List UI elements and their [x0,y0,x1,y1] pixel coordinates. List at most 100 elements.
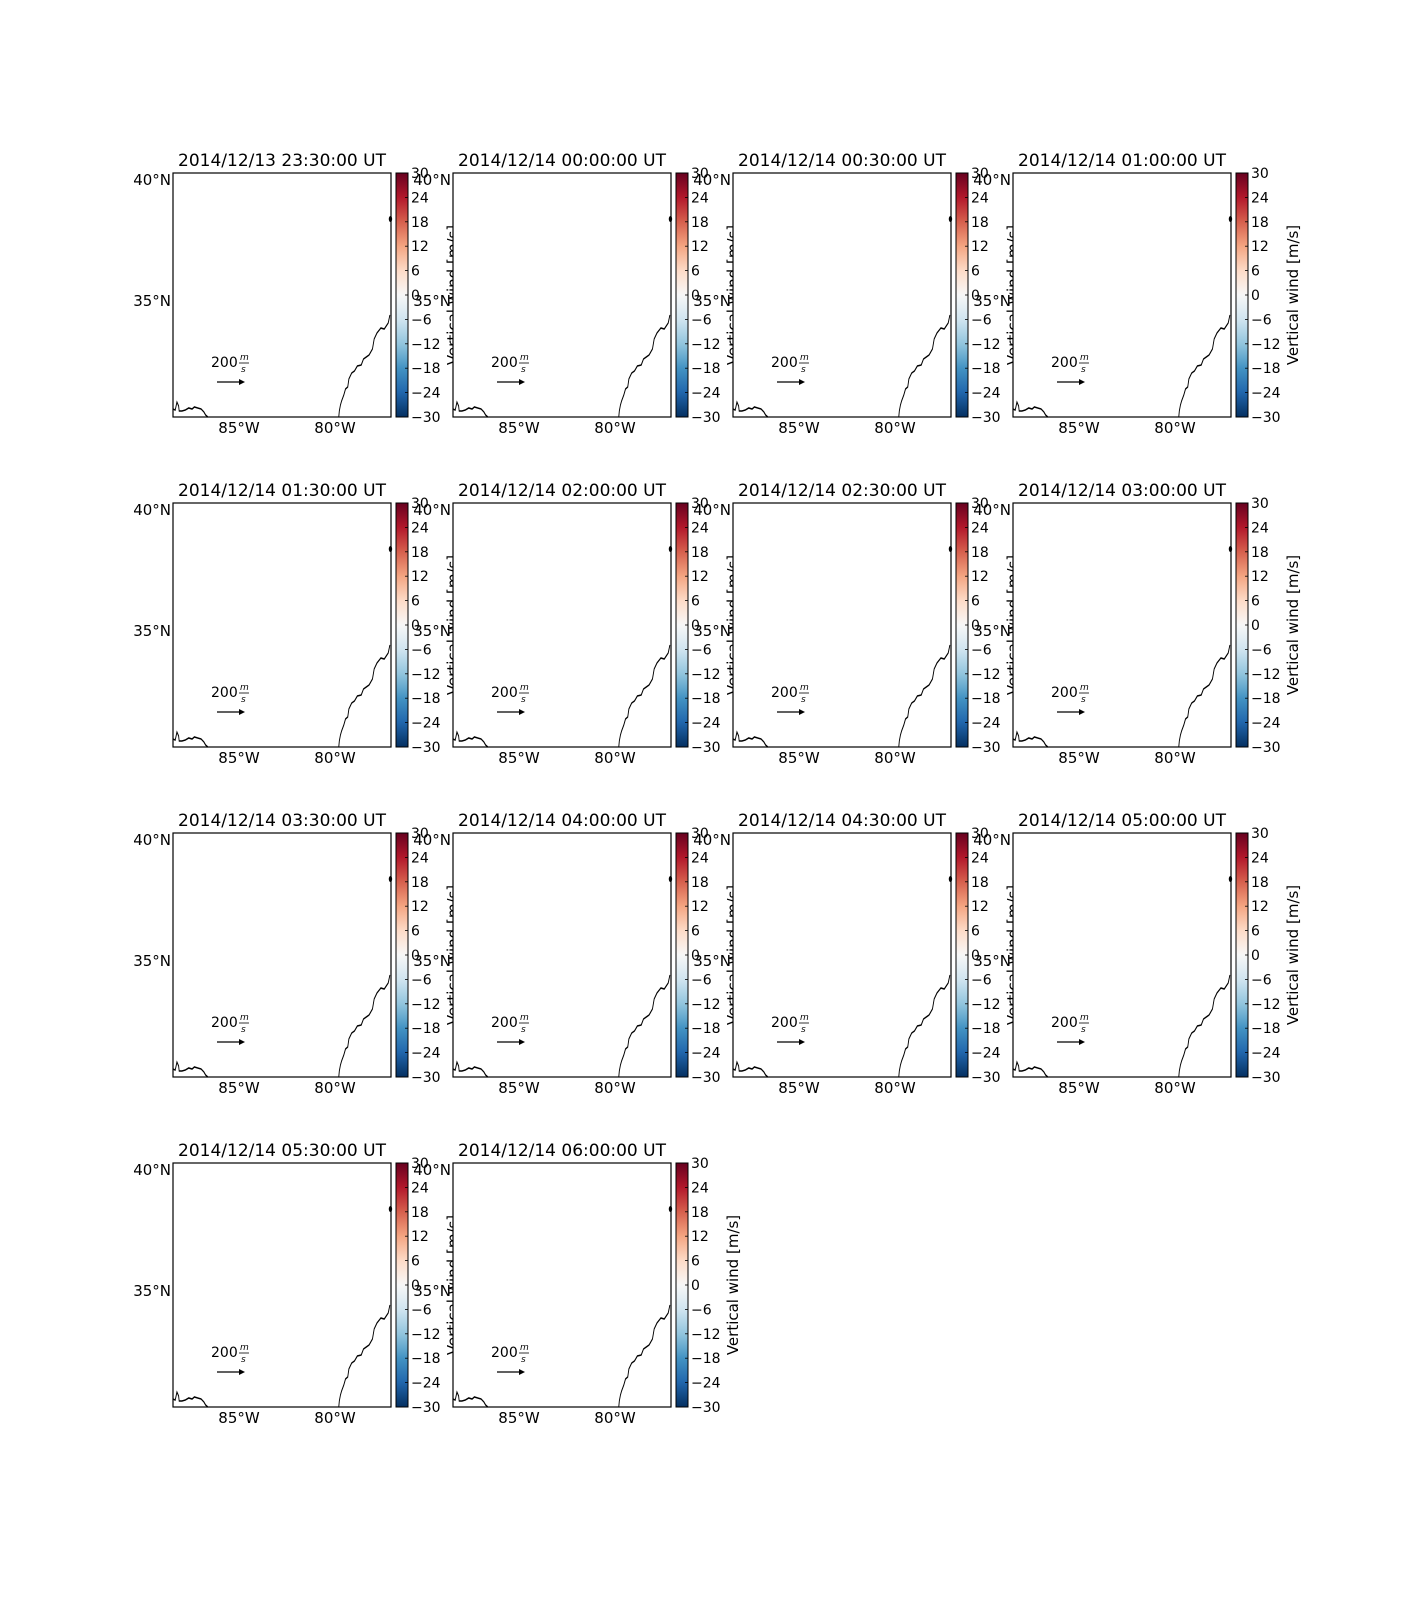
map-panel: 2014/12/14 02:30:00 UT 40°N 35°N 85°W 80°W 20… [693,481,1022,767]
lon-label: 85°W [498,1409,540,1427]
lat-label: 40°N [693,171,731,189]
colorbar-tick-label: 12 [411,239,429,255]
colorbar-tick-label: 6 [971,594,980,610]
colorbar-tick-label: 24 [971,520,989,536]
lat-label: 40°N [413,1161,451,1179]
gulf-coast-line [732,1060,769,1078]
colorbar-tick-label: 24 [1251,190,1269,206]
reference-vector-unit-den: s [521,1025,526,1035]
panel-title: 2014/12/14 03:30:00 UT [178,811,387,831]
reference-vector-unit-den: s [1081,1025,1086,1035]
panel-title: 2014/12/13 23:30:00 UT [178,151,387,171]
colorbar-tick-label: 18 [411,1205,429,1221]
colorbar-tick-label: 0 [691,618,700,634]
colorbar-tick-label: 18 [411,215,429,231]
map-area [173,503,391,747]
lon-label: 80°W [314,1079,356,1097]
reference-vector-unit-num: m [520,353,529,363]
colorbar-tick-label: 0 [691,948,700,964]
colorbar-tick-label: 24 [691,520,709,536]
colorbar-tick-label: 30 [1251,166,1269,182]
colorbar-tick-label: 30 [971,826,989,842]
colorbar-tick-label: 12 [411,899,429,915]
panel-title: 2014/12/14 00:00:00 UT [458,151,667,171]
reference-vector-unit-den: s [1081,365,1086,375]
reference-vector-unit-den: s [241,1355,246,1365]
colorbar-tick-label: −6 [411,972,432,988]
gulf-coast-line [1012,1060,1049,1078]
lon-label: 85°W [218,419,260,437]
east-coast-line [898,974,951,1078]
colorbar-label: Vertical wind [m/s] [724,1215,742,1355]
colorbar-tick-label: −18 [971,1021,1001,1037]
map-frame [172,832,392,1078]
reference-vector-value: 200 [771,685,798,701]
map-panel: 2014/12/14 01:30:00 UT 40°N 35°N 85°W 80°W 20… [133,481,462,767]
reference-vector-key: 200 ms [211,1343,249,1375]
colorbar-tick-label: 24 [971,850,989,866]
reference-vector-value: 200 [771,355,798,371]
map-area [733,503,951,747]
colorbar-tick-label: −6 [411,642,432,658]
colorbar-tick-label: −18 [691,1351,721,1367]
colorbar-tick-label: 6 [411,1254,420,1270]
colorbar-tick-label: −6 [691,642,712,658]
colorbar-tick-label: −18 [411,1351,441,1367]
colorbar-tick-label: 6 [411,594,420,610]
map-panel: 2014/12/14 04:30:00 UT 40°N 35°N 85°W 80°W 20… [693,811,1022,1097]
colorbar-tick-label: 18 [411,545,429,561]
reference-vector-unit-den: s [801,1025,806,1035]
lon-label: 85°W [218,1079,260,1097]
reference-vector-unit-num: m [240,683,249,693]
colorbar-tick-label: 6 [691,924,700,940]
east-coast-line [1178,974,1231,1078]
colorbar-tick-label: 18 [691,215,709,231]
lon-label: 85°W [218,1409,260,1427]
lat-label: 35°N [693,622,731,640]
lon-label: 85°W [778,749,820,767]
reference-vector-value: 200 [491,685,518,701]
reference-vector-key: 200 ms [1051,683,1089,715]
colorbar-tick-label: −18 [1251,1021,1281,1037]
colorbar-tick-label: −30 [691,410,721,426]
reference-vector-key: 200 ms [211,683,249,715]
colorbar-tick-label: −6 [691,972,712,988]
lat-label: 35°N [693,292,731,310]
colorbar-tick-label: 18 [1251,875,1269,891]
colorbar-tick-label: 24 [411,1180,429,1196]
colorbar-tick-label: −18 [971,691,1001,707]
colorbar-tick-label: −12 [691,1327,721,1343]
colorbar-tick-label: 12 [691,1229,709,1245]
colorbar-tick-label: 12 [1251,239,1269,255]
colorbar-tick-label: 18 [1251,545,1269,561]
reference-vector-value: 200 [491,1015,518,1031]
reference-vector-unit-den: s [241,365,246,375]
lat-label: 40°N [133,1161,171,1179]
colorbar-tick-label: 30 [691,1156,709,1172]
panel-title: 2014/12/14 05:00:00 UT [1018,811,1227,831]
reference-vector-unit-num: m [240,353,249,363]
colorbar-tick-label: 0 [691,288,700,304]
colorbar-tick-label: −30 [1251,740,1281,756]
colorbar-tick-label: 6 [1251,594,1260,610]
colorbar-tick-label: 24 [411,850,429,866]
map-frame [732,832,952,1078]
colorbar-label: Vertical wind [m/s] [1284,225,1302,365]
colorbar-tick-label: −30 [411,1070,441,1086]
reference-vector-key: 200 ms [771,353,809,385]
colorbar-tick-label: −6 [1251,972,1272,988]
lon-label: 80°W [594,1409,636,1427]
colorbar-tick-label: 0 [411,1278,420,1294]
colorbar-tick-label: −12 [1251,337,1281,353]
colorbar-tick-label: −24 [1251,1046,1281,1062]
reference-vector-key: 200 ms [1051,353,1089,385]
colorbar-tick-label: −12 [411,337,441,353]
reference-vector-unit-num: m [1080,1013,1089,1023]
colorbar-tick-label: −24 [411,1376,441,1392]
gulf-coast-line [172,1060,209,1078]
